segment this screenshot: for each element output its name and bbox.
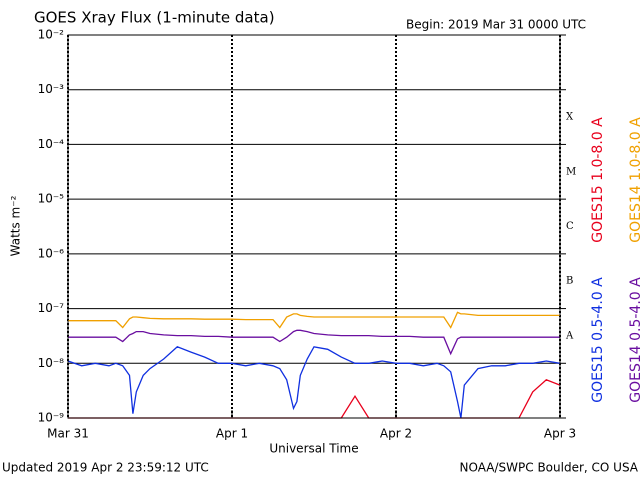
y-tick-label: 10⁻⁸ [38, 356, 65, 370]
footer-left: Updated 2019 Apr 2 23:59:12 UTC [2, 461, 209, 475]
y-tick-label: 10⁻³ [38, 82, 65, 96]
y-tick-label: 10⁻⁴ [38, 137, 65, 151]
y-tick-label: 10⁻⁵ [38, 192, 65, 206]
plot-frame [67, 34, 561, 419]
y-tick-label: 10⁻⁹ [38, 411, 65, 425]
footer-right: NOAA/SWPC Boulder, CO USA [460, 461, 639, 475]
series-line [67, 346, 561, 419]
x-tick-label: Apr 2 [380, 427, 412, 441]
legend-entry: GOES15 0.5-4.0 A [590, 277, 606, 403]
y-axis-label: Watts m⁻² [9, 195, 23, 256]
chart-title: GOES Xray Flux (1-minute data) [34, 9, 275, 27]
class-label: C [566, 221, 574, 232]
x-tick-label: Mar 31 [47, 427, 89, 441]
class-label: M [566, 166, 576, 177]
x-axis-label: Universal Time [269, 442, 358, 456]
y-tick-label: 10⁻⁶ [38, 246, 65, 260]
chart-subtitle: Begin: 2019 Mar 31 0000 UTC [406, 18, 586, 32]
class-label: A [565, 330, 574, 341]
class-label: X [566, 112, 574, 123]
x-tick-label: Apr 3 [544, 427, 576, 441]
series-line [68, 311, 560, 329]
y-tick-label: 10⁻⁷ [38, 301, 65, 315]
legend-entry: GOES15 1.0-8.0 A [590, 117, 606, 243]
legend-entry: GOES14 0.5-4.0 A [628, 277, 640, 403]
y-tick-label: 10⁻² [38, 28, 65, 42]
legend-entry: GOES14 1.0-8.0 A [628, 117, 640, 243]
x-tick-label: Apr 1 [216, 427, 248, 441]
class-label: B [566, 276, 573, 287]
series-line [68, 329, 560, 356]
